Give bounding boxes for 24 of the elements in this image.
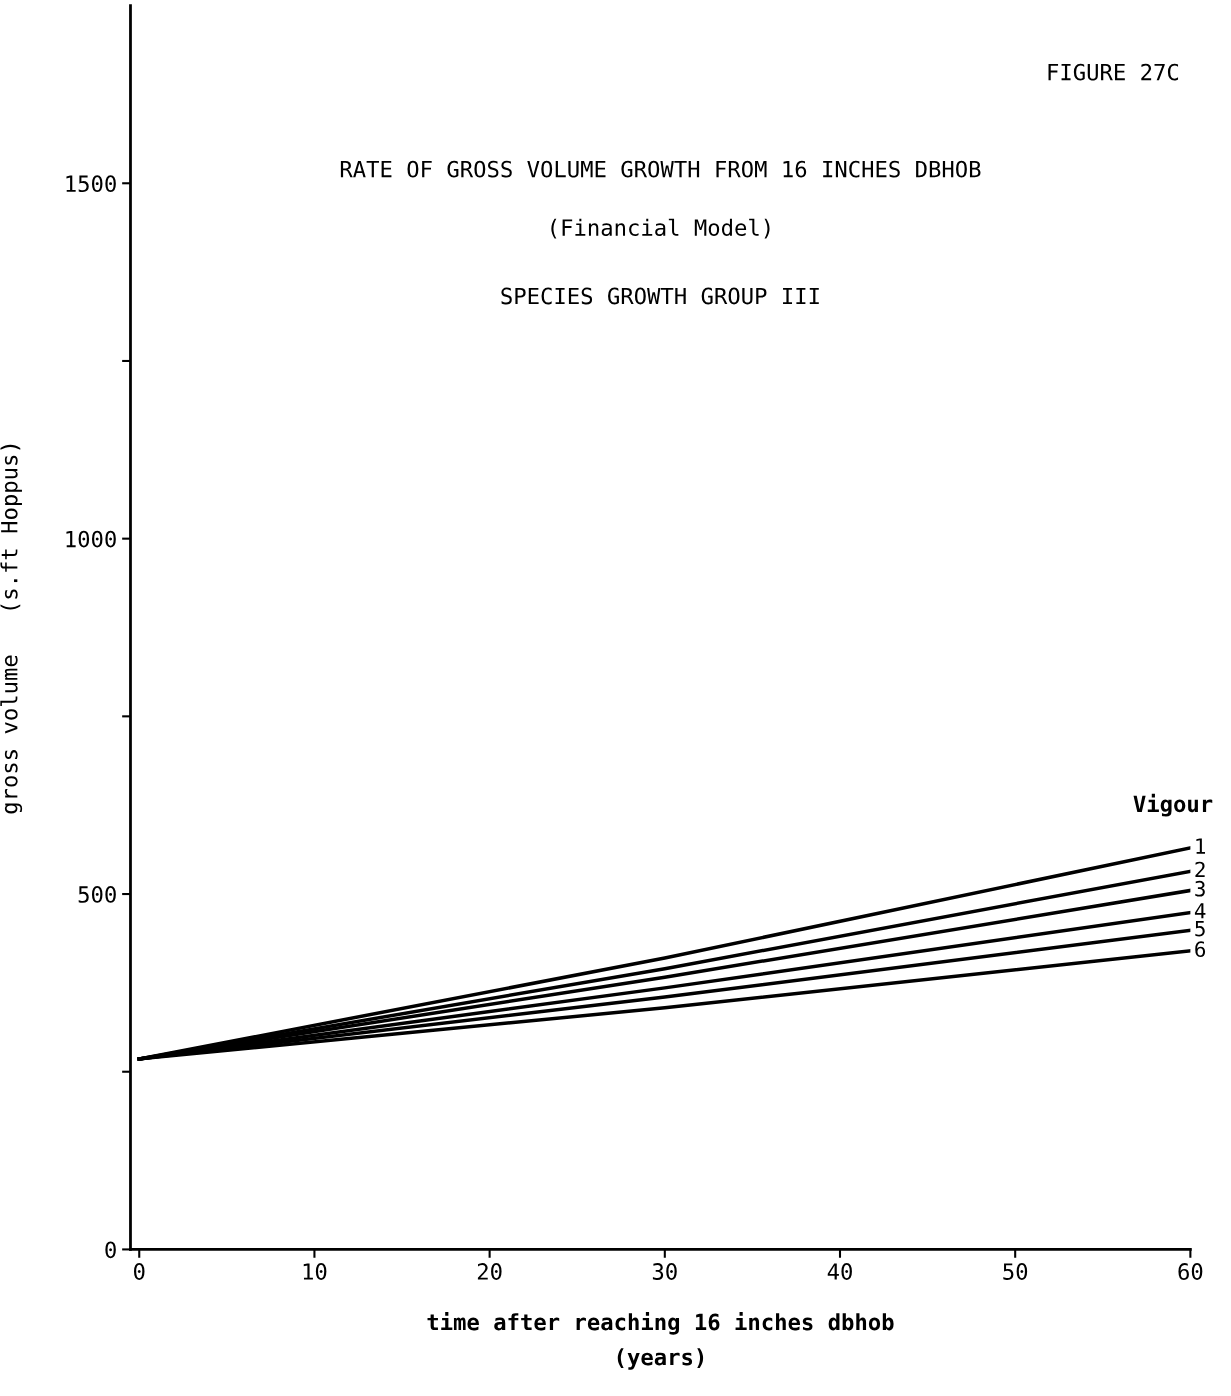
y-tick-label: 0 <box>105 1241 116 1259</box>
x-tick-label: 50 <box>1003 1263 1028 1280</box>
x-tick-label: 30 <box>652 1263 677 1280</box>
series-label: 2 <box>1195 861 1205 878</box>
series-label: 1 <box>1196 838 1206 854</box>
text: RATE OF GROSS VOLUME GROWTH FROM 16 INCHES DBHOB <box>340 160 981 178</box>
y-tick-label: 1000 <box>66 530 116 548</box>
x-tick-label: 0 <box>134 1263 145 1280</box>
y-tick-label: 1500 <box>66 175 116 193</box>
y-tick-label: 500 <box>78 886 116 903</box>
x-axis-title: time after reaching 16 inches dbhob (years) <box>427 1312 894 1370</box>
x-tick-label: 20 <box>477 1263 502 1280</box>
y-axis-title: gross volume (s.ft Hoppus) <box>0 444 23 814</box>
series-label: 3 <box>1195 880 1205 897</box>
series-label: 4 <box>1194 903 1206 919</box>
annotation: SPECIES GROWTH GROUP III <box>501 287 819 305</box>
x-tick-label: 40 <box>827 1263 852 1280</box>
x-tick-label: 60 <box>1178 1263 1203 1280</box>
text: (Financial Model) <box>551 218 770 239</box>
annotation: FIGURE 27C <box>1048 63 1179 81</box>
series-label: 6 <box>1195 941 1206 957</box>
legend-title: Vigour <box>1133 793 1213 817</box>
x-tick-label: 10 <box>303 1263 327 1280</box>
series-label: 5 <box>1195 920 1205 937</box>
